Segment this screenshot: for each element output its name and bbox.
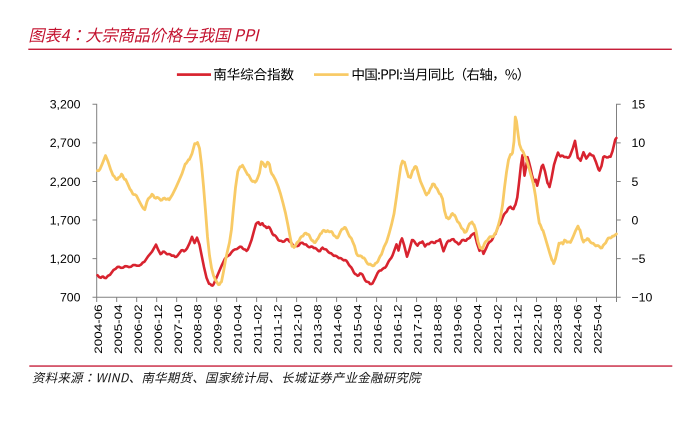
svg-text:2008-08: 2008-08 xyxy=(193,304,205,354)
svg-text:−10: −10 xyxy=(632,291,653,305)
svg-text:2018-08: 2018-08 xyxy=(433,304,445,354)
svg-text:2011-12: 2011-12 xyxy=(273,304,285,354)
svg-text:2,200: 2,200 xyxy=(50,175,81,189)
svg-text:2011-02: 2011-02 xyxy=(253,304,265,354)
svg-text:700: 700 xyxy=(60,291,81,305)
svg-text:2021-12: 2021-12 xyxy=(513,304,525,354)
svg-text:5: 5 xyxy=(632,175,639,189)
svg-text:−5: −5 xyxy=(632,252,646,266)
svg-text:2004-06: 2004-06 xyxy=(93,304,105,354)
svg-text:2006-12: 2006-12 xyxy=(153,304,165,354)
svg-text:2024-06: 2024-06 xyxy=(573,304,585,354)
svg-text:2014-06: 2014-06 xyxy=(333,304,345,354)
svg-text:3,200: 3,200 xyxy=(50,98,81,112)
svg-text:2023-08: 2023-08 xyxy=(553,304,565,354)
svg-text:2006-02: 2006-02 xyxy=(133,304,145,354)
svg-text:2020-04: 2020-04 xyxy=(473,304,485,354)
svg-text:2007-10: 2007-10 xyxy=(173,304,185,354)
svg-text:0: 0 xyxy=(632,213,639,227)
svg-text:2016-02: 2016-02 xyxy=(373,304,385,354)
svg-text:1,200: 1,200 xyxy=(50,252,81,266)
svg-text:2022-10: 2022-10 xyxy=(533,304,545,354)
svg-text:2009-06: 2009-06 xyxy=(213,304,225,354)
svg-text:2010-04: 2010-04 xyxy=(233,304,245,354)
svg-text:10: 10 xyxy=(632,136,646,150)
svg-text:15: 15 xyxy=(632,98,646,112)
svg-text:2019-06: 2019-06 xyxy=(453,304,465,354)
svg-text:2017-10: 2017-10 xyxy=(413,304,425,354)
svg-text:2012-10: 2012-10 xyxy=(293,304,305,354)
svg-text:2015-04: 2015-04 xyxy=(353,304,365,354)
svg-text:2016-12: 2016-12 xyxy=(393,304,405,354)
svg-text:2,700: 2,700 xyxy=(50,136,81,150)
svg-text:2005-04: 2005-04 xyxy=(113,304,125,354)
svg-text:1,700: 1,700 xyxy=(50,213,81,227)
svg-text:2025-04: 2025-04 xyxy=(593,304,605,354)
svg-text:2021-02: 2021-02 xyxy=(493,304,505,354)
svg-text:2013-08: 2013-08 xyxy=(313,304,325,354)
